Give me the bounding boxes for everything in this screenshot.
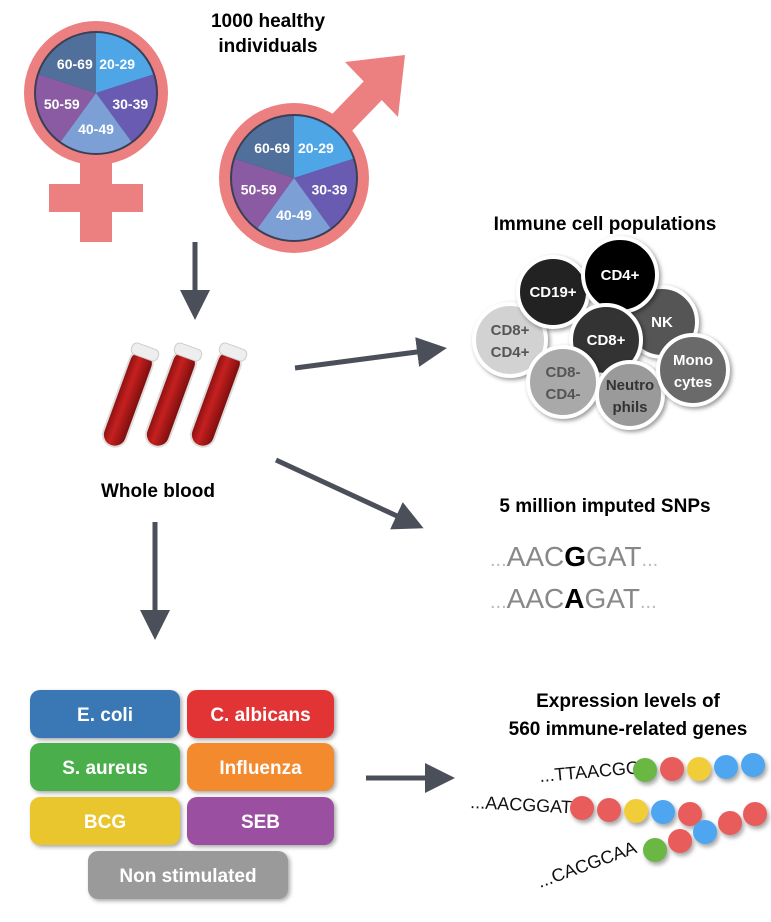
expression-dot xyxy=(687,757,711,781)
expression-dot xyxy=(693,820,717,844)
expression-dot xyxy=(651,800,675,824)
expression-dot xyxy=(624,799,648,823)
age-pie-male: 20-29 30-39 40-49 50-59 60-69 xyxy=(230,114,358,242)
svg-text:...CACGCAA: ...CACGCAA xyxy=(535,837,640,891)
age-label: 30-39 xyxy=(311,181,347,197)
pie-slice-60-69 xyxy=(235,116,294,178)
expression-title-2: 560 immune-related genes xyxy=(509,719,748,740)
expression-sequence: ...TTAACGG xyxy=(539,753,765,786)
cell-cd19: CD19+ xyxy=(516,255,590,329)
svg-text:CD8+: CD8+ xyxy=(587,332,626,349)
age-label: 50-59 xyxy=(241,181,277,197)
svg-text:1000 healthy: 1000 healthy xyxy=(211,11,325,32)
expression-dot xyxy=(718,811,742,835)
age-label: 60-69 xyxy=(57,56,93,72)
snp-sequence-2: ...AACAGAT... xyxy=(490,583,657,614)
svg-text:Mono: Mono xyxy=(673,352,713,369)
age-label: 50-59 xyxy=(44,96,80,112)
pie-slice-50-59 xyxy=(232,158,294,229)
stimulus-c-albicans: C. albicans xyxy=(187,690,334,738)
svg-text:CD8+: CD8+ xyxy=(491,322,530,339)
cell-cd4: CD4+ xyxy=(581,236,659,314)
svg-text:Neutro: Neutro xyxy=(606,377,654,394)
cell-cd8cd4: CD8- CD4- xyxy=(526,345,600,419)
pie-slice-60-69 xyxy=(38,33,96,93)
age-label: 20-29 xyxy=(99,56,135,72)
snp-sequences: ...AACGGAT... ...AACAGAT... xyxy=(490,541,658,614)
arrow-to-cells xyxy=(294,337,447,371)
expression-dot xyxy=(633,758,657,782)
svg-text:SEB: SEB xyxy=(241,812,280,833)
svg-text:C. albicans: C. albicans xyxy=(210,705,310,726)
svg-text:CD19+: CD19+ xyxy=(529,284,576,301)
expression-dot xyxy=(743,802,767,826)
age-label: 40-49 xyxy=(276,207,312,223)
age-label: 20-29 xyxy=(298,140,334,156)
immune-title: Immune cell populations xyxy=(494,214,717,235)
expression-title-1: Expression levels of xyxy=(536,691,720,712)
expression-dot xyxy=(597,798,621,822)
svg-text:BCG: BCG xyxy=(84,812,126,833)
age-label: 40-49 xyxy=(78,121,114,137)
svg-text:CD4+: CD4+ xyxy=(491,344,530,361)
svg-text:CD8-: CD8- xyxy=(545,364,580,381)
expression-dot xyxy=(714,755,738,779)
pie-slice-20-29 xyxy=(96,33,154,93)
svg-text:E. coli: E. coli xyxy=(77,705,133,726)
stimulus-non-stimulated: Non stimulated xyxy=(88,851,288,899)
male-symbol-icon: 20-29 30-39 40-49 50-59 60-69 xyxy=(219,55,405,253)
cell-neutrophils: Neutro phils xyxy=(595,360,665,430)
pie-slice-40-49 xyxy=(257,178,331,240)
cell-cd8cd4: CD8+ CD4+ xyxy=(472,302,548,378)
svg-text:CD4-: CD4- xyxy=(545,386,580,403)
expression-dot xyxy=(643,838,667,862)
svg-text:Non stimulated: Non stimulated xyxy=(119,866,256,887)
stimulation-conditions: E. coli C. albicans S. aureus Influenza BCG S… xyxy=(30,690,334,899)
pie-slice-30-39 xyxy=(294,158,356,229)
stimulus-s-aureus: S. aureus xyxy=(30,743,180,791)
svg-text:individuals: individuals xyxy=(218,36,317,57)
age-label: 60-69 xyxy=(254,140,290,156)
svg-text:CD4+: CD4+ xyxy=(601,267,640,284)
stimulus-bcg: BCG xyxy=(30,797,180,845)
snp-sequence-1: ...AACGGAT... xyxy=(490,541,658,572)
svg-text:Influenza: Influenza xyxy=(219,758,302,779)
stimulus-influenza: Influenza xyxy=(187,743,334,791)
immune-cell-cluster: CD8+ CD4+ CD19+ NK CD4+ CD8+ CD8- CD4- Neutro phi… xyxy=(472,236,730,430)
female-symbol-icon: 20-29 30-39 40-49 50-59 60-69 xyxy=(24,21,168,242)
pie-slice-30-39 xyxy=(96,74,156,142)
expression-dot xyxy=(570,796,594,820)
svg-text:S. aureus: S. aureus xyxy=(62,758,148,779)
pie-slice-50-59 xyxy=(36,74,96,142)
svg-text:...AACGGAT: ...AACGGAT xyxy=(470,792,573,817)
expression-dot xyxy=(741,753,765,777)
expression-sequences: ...TTAACGG ...AACGGAT ...CACGCAA xyxy=(470,753,767,892)
whole-blood-label: Whole blood xyxy=(101,481,215,502)
expression-dot xyxy=(678,802,702,826)
cell-monocytes: Mono cytes xyxy=(656,333,730,407)
stimulus-seb: SEB xyxy=(187,797,334,845)
svg-text:phils: phils xyxy=(612,399,647,416)
age-label: 30-39 xyxy=(112,96,148,112)
expression-dot xyxy=(668,829,692,853)
svg-text:...TTAACGG: ...TTAACGG xyxy=(539,757,641,786)
svg-text:NK: NK xyxy=(651,314,673,331)
expression-dot xyxy=(660,757,684,781)
stimulus-e-coli: E. coli xyxy=(30,690,180,738)
blood-tubes-icon xyxy=(101,342,248,448)
cohort-title: 1000 healthy individuals xyxy=(211,11,325,57)
pie-slice-40-49 xyxy=(60,93,132,153)
expression-sequence: ...AACGGAT xyxy=(470,792,702,826)
age-pie-female: 20-29 30-39 40-49 50-59 60-69 xyxy=(34,31,158,155)
pie-slice-20-29 xyxy=(294,116,353,178)
arrow-to-snps xyxy=(274,457,424,530)
svg-text:cytes: cytes xyxy=(674,374,712,391)
snp-title: 5 million imputed SNPs xyxy=(499,496,710,517)
